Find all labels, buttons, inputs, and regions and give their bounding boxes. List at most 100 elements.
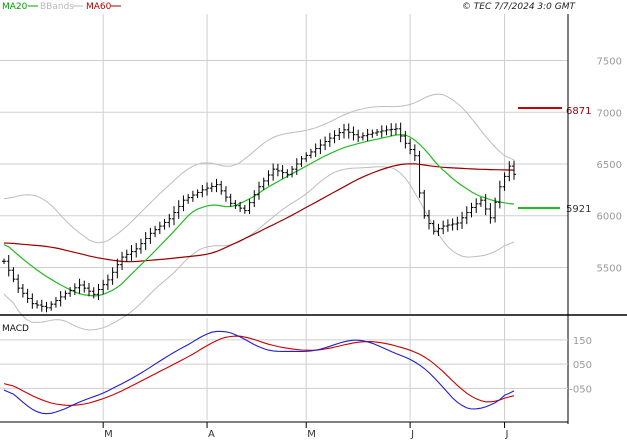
price-bar xyxy=(101,279,106,295)
macd-line xyxy=(3,330,515,415)
price-bar xyxy=(186,193,191,204)
month-tick-label: M xyxy=(104,429,113,440)
price-bar xyxy=(290,166,295,178)
price-bar xyxy=(25,288,30,303)
price-bar xyxy=(389,123,394,137)
price-bar xyxy=(238,201,243,213)
price-bar xyxy=(379,125,384,138)
price-bar xyxy=(497,180,502,209)
price-bar xyxy=(384,125,389,136)
price-bar xyxy=(323,136,328,151)
price-bar xyxy=(30,293,35,309)
price-bar xyxy=(20,283,25,298)
macd-panel: MACD 150 050 -050 xyxy=(0,318,592,420)
price-bar xyxy=(464,206,469,225)
price-bar xyxy=(120,251,125,270)
legend-ma20: MA20 xyxy=(2,2,28,12)
price-bar xyxy=(266,170,271,186)
price-bar xyxy=(304,152,309,162)
price-bar xyxy=(6,255,11,277)
price-bar xyxy=(110,267,115,285)
price-bar xyxy=(153,225,158,238)
price-bar xyxy=(16,274,21,294)
price-bar xyxy=(87,282,91,297)
price-bar xyxy=(417,150,422,198)
price-bar xyxy=(124,249,129,262)
price-bar xyxy=(190,190,195,202)
price-bar xyxy=(167,213,172,228)
price-bar xyxy=(299,155,304,167)
price-bar xyxy=(360,132,365,141)
price-bar xyxy=(228,193,233,207)
ma20-last-label: 5921 xyxy=(566,204,591,215)
price-bar xyxy=(337,127,342,141)
price-bar xyxy=(351,126,356,141)
price-bar xyxy=(502,172,507,191)
legend-ma60: MA60 xyxy=(86,2,112,12)
ma60-line xyxy=(3,163,515,263)
macd-tick-label: 050 xyxy=(573,360,592,371)
price-bar xyxy=(257,181,261,200)
price-bar xyxy=(488,203,493,224)
price-bar xyxy=(294,158,299,175)
price-bar xyxy=(58,291,63,307)
price-bar xyxy=(214,178,219,193)
price-bar xyxy=(200,185,205,198)
price-bar xyxy=(219,180,224,195)
price-bar xyxy=(431,220,436,235)
macd-tick-label: -050 xyxy=(569,384,592,395)
price-bar xyxy=(247,199,252,215)
price-bar xyxy=(115,258,120,279)
price-tick-label: 5500 xyxy=(597,263,622,274)
price-bar xyxy=(408,138,413,155)
price-bar xyxy=(53,297,58,308)
copyright-text: © TEC 7/7/2024 3:0 GMT xyxy=(462,2,577,12)
price-bar xyxy=(143,232,148,251)
price-bar xyxy=(105,274,110,290)
price-bar xyxy=(370,129,375,138)
price-bar xyxy=(209,182,214,193)
price-bar xyxy=(242,204,247,214)
price-tick-label: 7000 xyxy=(597,108,622,119)
price-bar xyxy=(460,211,465,229)
price-bar xyxy=(436,223,441,237)
price-bar xyxy=(195,189,200,199)
price-bar xyxy=(181,195,186,212)
price-bar xyxy=(39,299,44,312)
price-bar xyxy=(2,258,6,265)
price-bar xyxy=(308,148,313,159)
price-bar xyxy=(375,128,380,136)
price-bar xyxy=(365,128,370,142)
price-bar xyxy=(412,144,417,161)
price-bar xyxy=(318,139,323,155)
price-bar xyxy=(72,283,77,295)
price-bar xyxy=(172,206,176,226)
price-bar xyxy=(205,182,210,196)
price-panel: 5500 6000 6500 7000 7500 6871 5921 xyxy=(0,14,627,424)
price-bar xyxy=(223,186,228,202)
price-bar xyxy=(63,290,68,300)
price-bar xyxy=(129,245,134,261)
price-bar xyxy=(162,218,167,230)
price-bar xyxy=(469,202,474,218)
price-bar xyxy=(49,301,54,311)
price-bar xyxy=(441,220,446,235)
price-bar xyxy=(478,197,483,207)
price-tick-label: 6000 xyxy=(597,212,622,223)
macd-signal-line xyxy=(3,335,515,406)
macd-title: MACD xyxy=(2,324,29,334)
last-close-label: 6871 xyxy=(566,106,591,117)
price-tick-label: 6500 xyxy=(597,160,622,171)
price-bar xyxy=(271,163,276,181)
month-tick-label: A xyxy=(208,429,215,440)
price-bar xyxy=(332,130,337,144)
price-bar xyxy=(91,287,96,299)
price-bar xyxy=(474,198,479,213)
price-bar xyxy=(77,278,82,295)
price-bar xyxy=(313,143,318,157)
price-bar xyxy=(35,300,40,309)
price-bar xyxy=(233,200,238,209)
price-bar xyxy=(393,123,398,135)
